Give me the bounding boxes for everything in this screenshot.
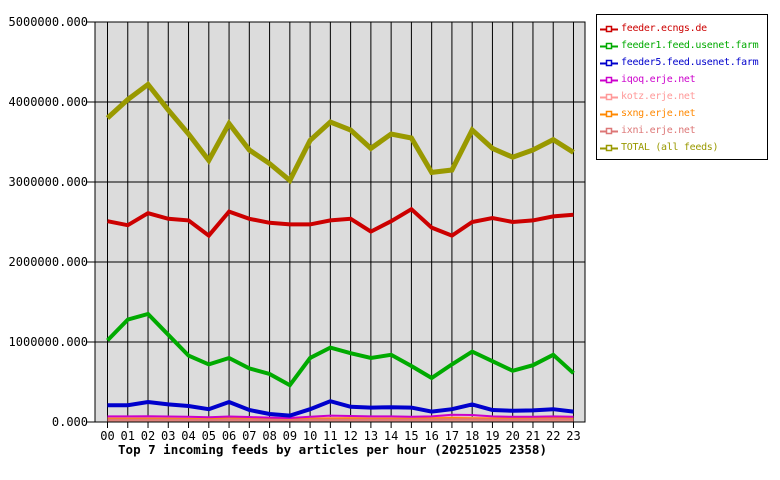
x-tick-label: 09: [282, 429, 298, 443]
y-tick-label: 0.000: [51, 415, 88, 429]
x-tick-label: 04: [181, 429, 196, 443]
x-tick-label: 12: [343, 429, 358, 443]
x-tick-label: 20: [505, 429, 520, 443]
y-tick-label: 4000000.000: [8, 95, 88, 109]
legend-line-marker-icon: [600, 42, 618, 49]
series-line-ixni: [107, 418, 574, 422]
legend-item: feeder5.feed.usenet.farm: [597, 54, 767, 71]
x-tick-label: 07: [242, 429, 257, 443]
x-tick-label: 23: [566, 429, 581, 443]
legend-item-label: sxng.erje.net: [621, 108, 696, 119]
legend-item-label: iqoq.erje.net: [621, 74, 696, 85]
legend-line-marker-icon: [600, 110, 618, 117]
series-line-feeder: [107, 206, 574, 239]
y-tick-label: 3000000.000: [8, 175, 88, 189]
series-line-TOTAL (all feeds): [105, 80, 575, 185]
legend-item: feeder.ecngs.de: [597, 20, 767, 37]
legend-item-label: ixni.erje.net: [621, 125, 696, 136]
x-tick-label: 11: [323, 429, 338, 443]
legend-item-label: feeder5.feed.usenet.farm: [621, 57, 759, 68]
plot-border: [94, 21, 586, 423]
x-tick-label: 10: [302, 429, 318, 443]
legend-item: kotz.erje.net: [597, 88, 767, 105]
series-line-feeder5: [107, 399, 574, 418]
x-tick-label: 01: [120, 429, 135, 443]
x-tick-label: 08: [262, 429, 277, 443]
y-tick-label: 2000000.000: [8, 255, 88, 269]
legend-item-label: TOTAL (all feeds): [621, 142, 719, 153]
legend-item-label: kotz.erje.net: [621, 91, 696, 102]
legend-line-marker-icon: [600, 76, 618, 83]
x-tick-label: 18: [464, 429, 480, 443]
x-tick-label: 17: [444, 429, 460, 443]
legend-line-marker-icon: [600, 25, 618, 32]
legend-item: feeder1.feed.usenet.farm: [597, 37, 767, 54]
x-tick-label: 03: [161, 429, 176, 443]
x-tick-label: 14: [383, 429, 399, 443]
x-tick-label: 15: [404, 429, 419, 443]
chart-title: Top 7 incoming feeds by articles per hou…: [118, 442, 547, 457]
y-tick-label: 5000000.000: [8, 15, 88, 29]
legend: feeder.ecngs.de feeder1.feed.usenet.farm f…: [596, 14, 768, 160]
legend-item-label: feeder1.feed.usenet.farm: [621, 40, 759, 51]
y-tick-label: 1000000.000: [8, 335, 88, 349]
legend-line-marker-icon: [600, 93, 618, 100]
series-line-iqoq: [107, 413, 574, 420]
legend-line-marker-icon: [600, 144, 618, 151]
legend-item: sxng.erje.net: [597, 105, 767, 122]
x-tick-label: 06: [221, 429, 237, 443]
legend-item: ixni.erje.net: [597, 122, 767, 139]
x-tick-label: 05: [201, 429, 217, 443]
x-tick-label: 13: [363, 429, 379, 443]
x-tick-label: 21: [525, 429, 541, 443]
legend-item-label: feeder.ecngs.de: [621, 23, 707, 34]
legend-line-marker-icon: [600, 59, 618, 66]
legend-item: TOTAL (all feeds): [597, 139, 767, 156]
x-tick-label: 19: [485, 429, 500, 443]
x-tick-label: 16: [424, 429, 439, 443]
x-tick-label: 22: [545, 429, 561, 443]
x-tick-label: 00: [100, 429, 115, 443]
legend-line-marker-icon: [600, 127, 618, 134]
x-tick-label: 02: [140, 429, 156, 443]
series-line-feeder1: [106, 311, 575, 388]
legend-item: iqoq.erje.net: [597, 71, 767, 88]
